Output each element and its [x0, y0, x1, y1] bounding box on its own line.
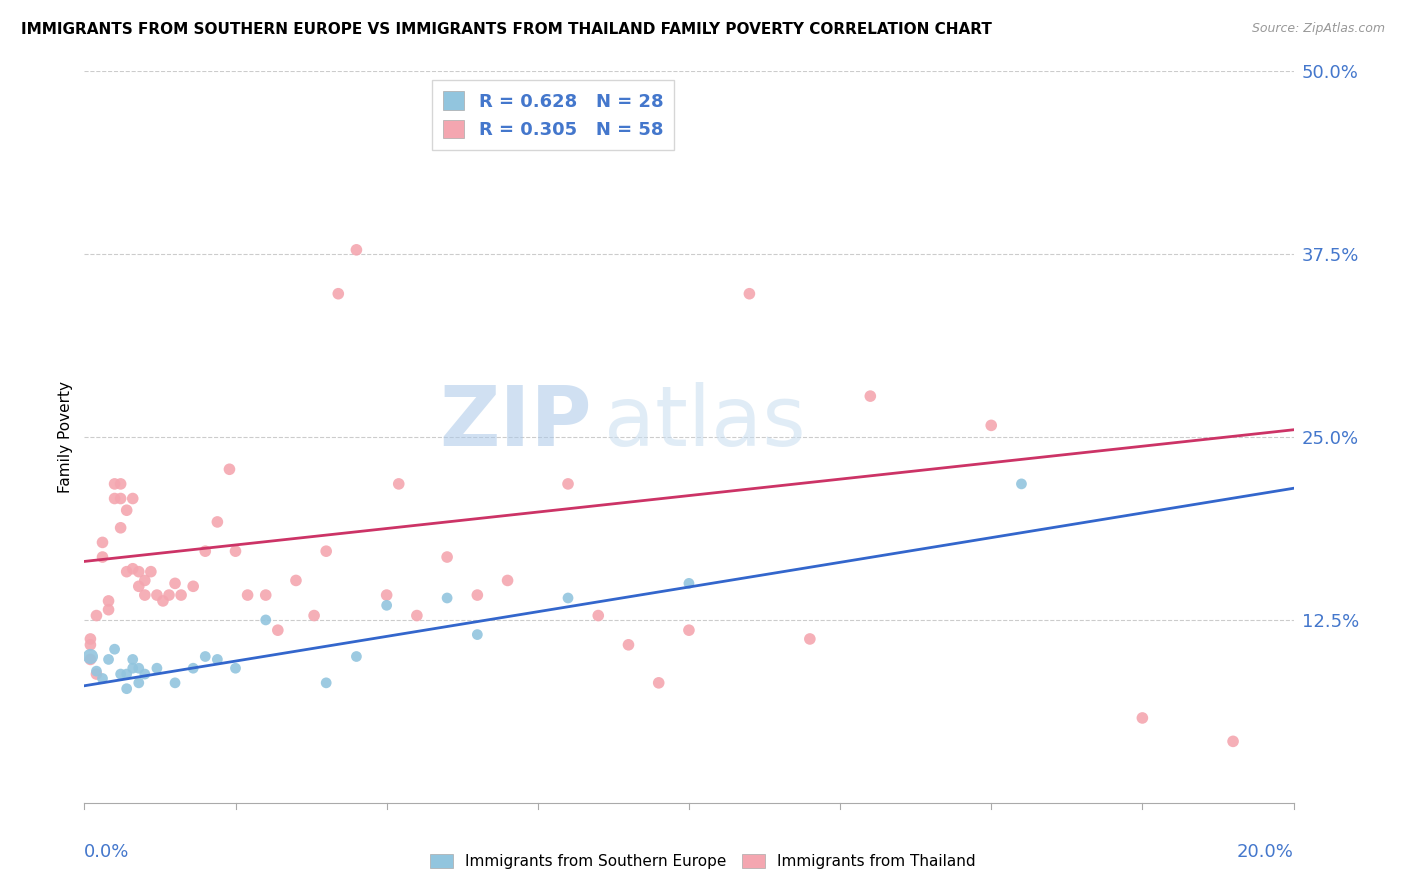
Point [115, 565, 138, 579]
Text: atlas: atlas [605, 382, 806, 463]
Point [375, 599, 398, 613]
Point [346, 243, 368, 257]
Text: ZIP: ZIP [440, 382, 592, 463]
Point [97, 603, 120, 617]
Point [467, 588, 489, 602]
Point [121, 661, 143, 675]
Point [157, 588, 180, 602]
Point [799, 632, 821, 646]
Point [181, 661, 204, 675]
Point [79, 652, 101, 666]
Point [121, 491, 143, 506]
Point [86, 664, 108, 678]
Point [146, 588, 169, 602]
Point [139, 565, 162, 579]
Point [91, 549, 114, 564]
Point [254, 613, 277, 627]
Point [128, 565, 150, 579]
Point [557, 476, 579, 491]
Point [1011, 476, 1033, 491]
Point [980, 418, 1002, 433]
Point [97, 594, 120, 608]
Legend: Immigrants from Southern Europe, Immigrants from Thailand: Immigrants from Southern Europe, Immigra… [425, 848, 981, 875]
Point [91, 535, 114, 549]
Legend: R = 0.628   N = 28, R = 0.305   N = 58: R = 0.628 N = 28, R = 0.305 N = 58 [432, 80, 675, 150]
Point [91, 672, 114, 686]
Point [79, 638, 101, 652]
Point [218, 462, 240, 476]
Point [1130, 711, 1153, 725]
Point [207, 515, 229, 529]
Point [496, 574, 519, 588]
Point [225, 661, 247, 675]
Point [170, 588, 193, 602]
Point [110, 476, 132, 491]
Point [146, 661, 169, 675]
Point [128, 579, 150, 593]
Point [194, 544, 217, 558]
Point [115, 503, 138, 517]
Point [588, 608, 610, 623]
Point [121, 562, 143, 576]
Point [110, 521, 132, 535]
Text: IMMIGRANTS FROM SOUTHERN EUROPE VS IMMIGRANTS FROM THAILAND FAMILY POVERTY CORRE: IMMIGRANTS FROM SOUTHERN EUROPE VS IMMIG… [21, 22, 993, 37]
Point [79, 649, 101, 664]
Point [738, 286, 761, 301]
Point [115, 667, 138, 681]
Point [181, 579, 204, 593]
Point [104, 642, 127, 657]
Point [194, 649, 217, 664]
Point [406, 608, 429, 623]
Point [436, 591, 458, 605]
Point [388, 476, 411, 491]
Point [436, 549, 458, 564]
Point [128, 661, 150, 675]
Point [1222, 734, 1244, 748]
Point [104, 476, 127, 491]
Point [97, 652, 120, 666]
Point [859, 389, 882, 403]
Point [110, 491, 132, 506]
Point [207, 652, 229, 666]
Point [110, 667, 132, 681]
Point [225, 544, 247, 558]
Point [86, 667, 108, 681]
Point [165, 576, 187, 591]
Point [86, 608, 108, 623]
Point [678, 623, 700, 637]
Text: 20.0%: 20.0% [1237, 843, 1294, 861]
Point [467, 627, 489, 641]
Point [104, 491, 127, 506]
Point [152, 594, 174, 608]
Point [557, 591, 579, 605]
Text: Source: ZipAtlas.com: Source: ZipAtlas.com [1251, 22, 1385, 36]
Point [315, 676, 337, 690]
Point [165, 676, 187, 690]
Point [302, 608, 325, 623]
Point [79, 632, 101, 646]
Point [375, 588, 398, 602]
Point [254, 588, 277, 602]
Point [134, 588, 156, 602]
Point [648, 676, 671, 690]
Point [617, 638, 640, 652]
Point [115, 681, 138, 696]
Text: 0.0%: 0.0% [84, 843, 129, 861]
Point [267, 623, 290, 637]
Point [346, 649, 368, 664]
Point [236, 588, 259, 602]
Point [128, 676, 150, 690]
Point [315, 544, 337, 558]
Point [285, 574, 308, 588]
Point [328, 286, 350, 301]
Point [134, 574, 156, 588]
Y-axis label: Family Poverty: Family Poverty [58, 381, 73, 493]
Point [678, 576, 700, 591]
Point [121, 652, 143, 666]
Point [134, 667, 156, 681]
